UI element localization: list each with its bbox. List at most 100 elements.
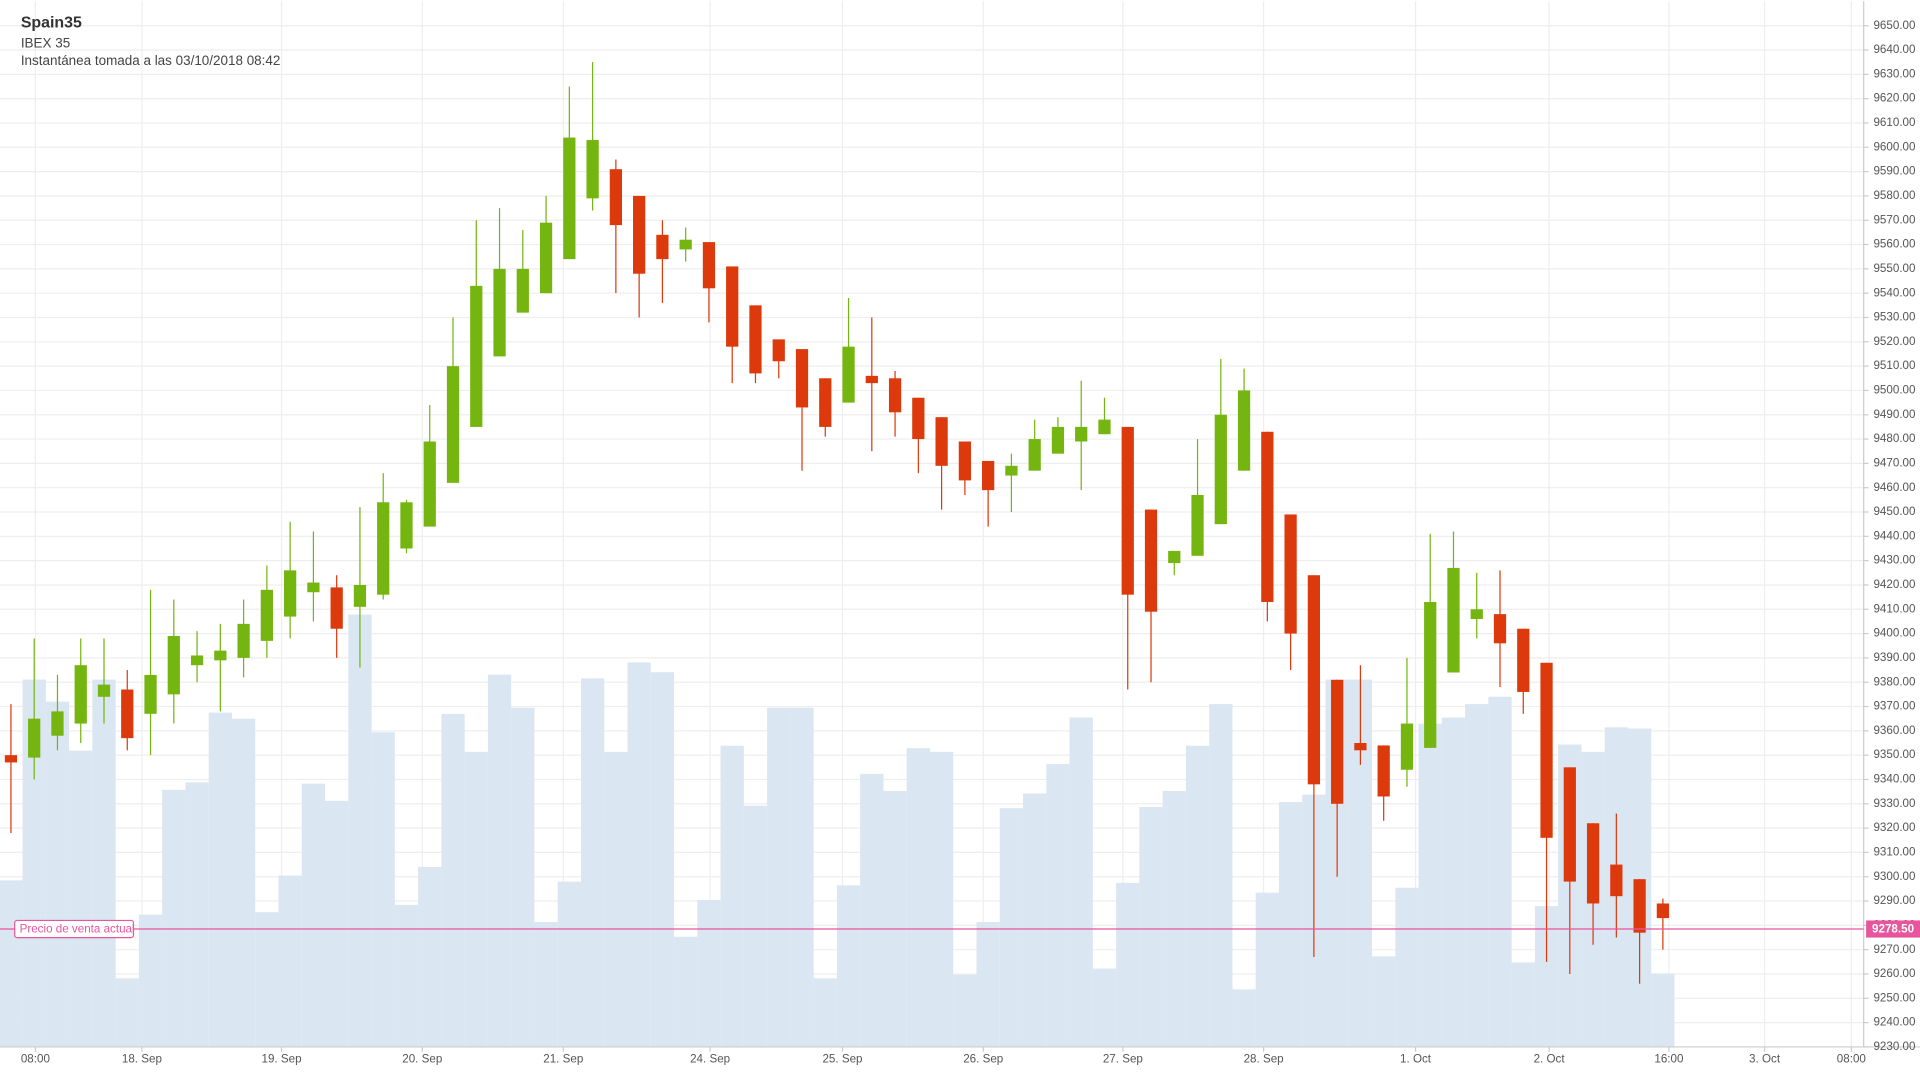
volume-bar: [697, 900, 721, 1047]
candle-body: [1237, 390, 1251, 471]
volume-bar: [45, 701, 70, 1047]
volume-bar: [534, 922, 558, 1047]
candle-body: [539, 222, 553, 294]
candle-body: [1633, 879, 1646, 933]
y-tick-label: 9490.00: [1873, 408, 1916, 421]
volume-bar: [976, 922, 1000, 1047]
candle-body: [749, 305, 762, 374]
volume-bar: [0, 880, 23, 1047]
volume-bar: [1651, 973, 1675, 1047]
y-tick-label: 9510.00: [1873, 359, 1916, 372]
x-tick-label: 16:00: [1654, 1052, 1684, 1065]
candle-body: [912, 397, 925, 440]
volume-bar: [627, 662, 651, 1047]
y-tick-label: 9260.00: [1873, 967, 1916, 980]
y-tick-label: 9420.00: [1873, 578, 1916, 591]
volume-layer: [0, 614, 1675, 1047]
volume-bar: [115, 978, 139, 1047]
candle-body: [1354, 743, 1367, 751]
volume-bar: [348, 614, 372, 1047]
volume-bar: [301, 783, 326, 1047]
volume-bar: [883, 791, 907, 1047]
candle-body: [1144, 509, 1158, 612]
volume-bar: [255, 912, 279, 1047]
y-tick-label: 9520.00: [1873, 335, 1916, 348]
volume-bar: [953, 974, 977, 1047]
candle-body: [1307, 575, 1321, 785]
candle-body: [284, 570, 297, 617]
volume-bar: [1116, 882, 1140, 1047]
y-tick-label: 9320.00: [1873, 821, 1916, 834]
y-tick-label: 9500.00: [1873, 384, 1916, 397]
candle-body: [377, 502, 390, 595]
candle-body: [1540, 662, 1553, 838]
current-price-name-box: [14, 919, 135, 939]
candle-layer: [4, 62, 1670, 984]
volume-bar: [464, 751, 488, 1047]
candle-body: [1400, 723, 1414, 770]
current-price-label: 9278.50: [1872, 923, 1914, 936]
volume-bar: [1465, 704, 1489, 1047]
candle-body: [1284, 514, 1297, 634]
volume-bar: [22, 679, 46, 1047]
volume-bar: [999, 808, 1024, 1047]
candle-body: [1191, 494, 1204, 556]
candle-body: [516, 268, 529, 313]
candle-body: [1214, 414, 1227, 525]
volume-bar: [1534, 906, 1559, 1047]
candle-body: [1168, 550, 1181, 564]
volume-bar: [557, 881, 581, 1047]
chart-title: Spain35: [21, 14, 82, 31]
volume-bar: [1278, 802, 1303, 1047]
volume-bar: [604, 751, 628, 1047]
volume-bar: [674, 936, 698, 1047]
x-tick-label: 28. Sep: [1244, 1052, 1284, 1065]
candle-body: [1493, 614, 1507, 644]
x-tick-label: 25. Sep: [822, 1052, 862, 1065]
volume-bar: [1232, 989, 1256, 1047]
candle-body: [633, 195, 646, 274]
y-tick-label: 9440.00: [1873, 529, 1916, 542]
y-tick-label: 9250.00: [1873, 991, 1916, 1004]
volume-bar: [138, 914, 163, 1047]
volume-bar: [1255, 892, 1279, 1047]
candle-body: [51, 711, 64, 736]
volume-bar: [1069, 717, 1093, 1047]
candle-body: [842, 346, 855, 403]
candle-body: [1586, 823, 1600, 904]
candle-body: [1075, 426, 1088, 442]
x-tick-label: 21. Sep: [543, 1052, 583, 1065]
candle-body: [1563, 767, 1576, 882]
volume-bar: [1441, 717, 1466, 1047]
candle-body: [167, 636, 180, 695]
y-tick-label: 9640.00: [1873, 43, 1916, 56]
y-tick-label: 9270.00: [1873, 943, 1916, 956]
volume-bar: [1418, 723, 1442, 1047]
volume-bar: [929, 751, 954, 1047]
y-tick-label: 9650.00: [1873, 19, 1916, 32]
candle-body: [1377, 745, 1390, 797]
candle-body: [1051, 426, 1065, 454]
volume-bar: [231, 718, 256, 1047]
volume-bar: [1395, 887, 1419, 1047]
y-tick-label: 9470.00: [1873, 456, 1916, 469]
y-tick-label: 9410.00: [1873, 602, 1916, 615]
volume-bar: [511, 707, 535, 1047]
candle-body: [586, 139, 599, 199]
candle-body: [353, 584, 367, 607]
candle-body: [400, 502, 413, 549]
candle-body: [609, 169, 622, 226]
volume-bar: [580, 678, 605, 1047]
volume-bar: [906, 748, 930, 1047]
candle-body: [1098, 419, 1111, 435]
y-tick-label: 9340.00: [1873, 773, 1916, 786]
volume-bar: [860, 773, 884, 1047]
x-tick-label: 26. Sep: [963, 1052, 1003, 1065]
volume-bar: [92, 679, 116, 1047]
volume-bar: [418, 866, 442, 1047]
y-tick-label: 9450.00: [1873, 505, 1916, 518]
y-tick-label: 9460.00: [1873, 481, 1916, 494]
x-tick-label: 3. Oct: [1749, 1052, 1781, 1065]
